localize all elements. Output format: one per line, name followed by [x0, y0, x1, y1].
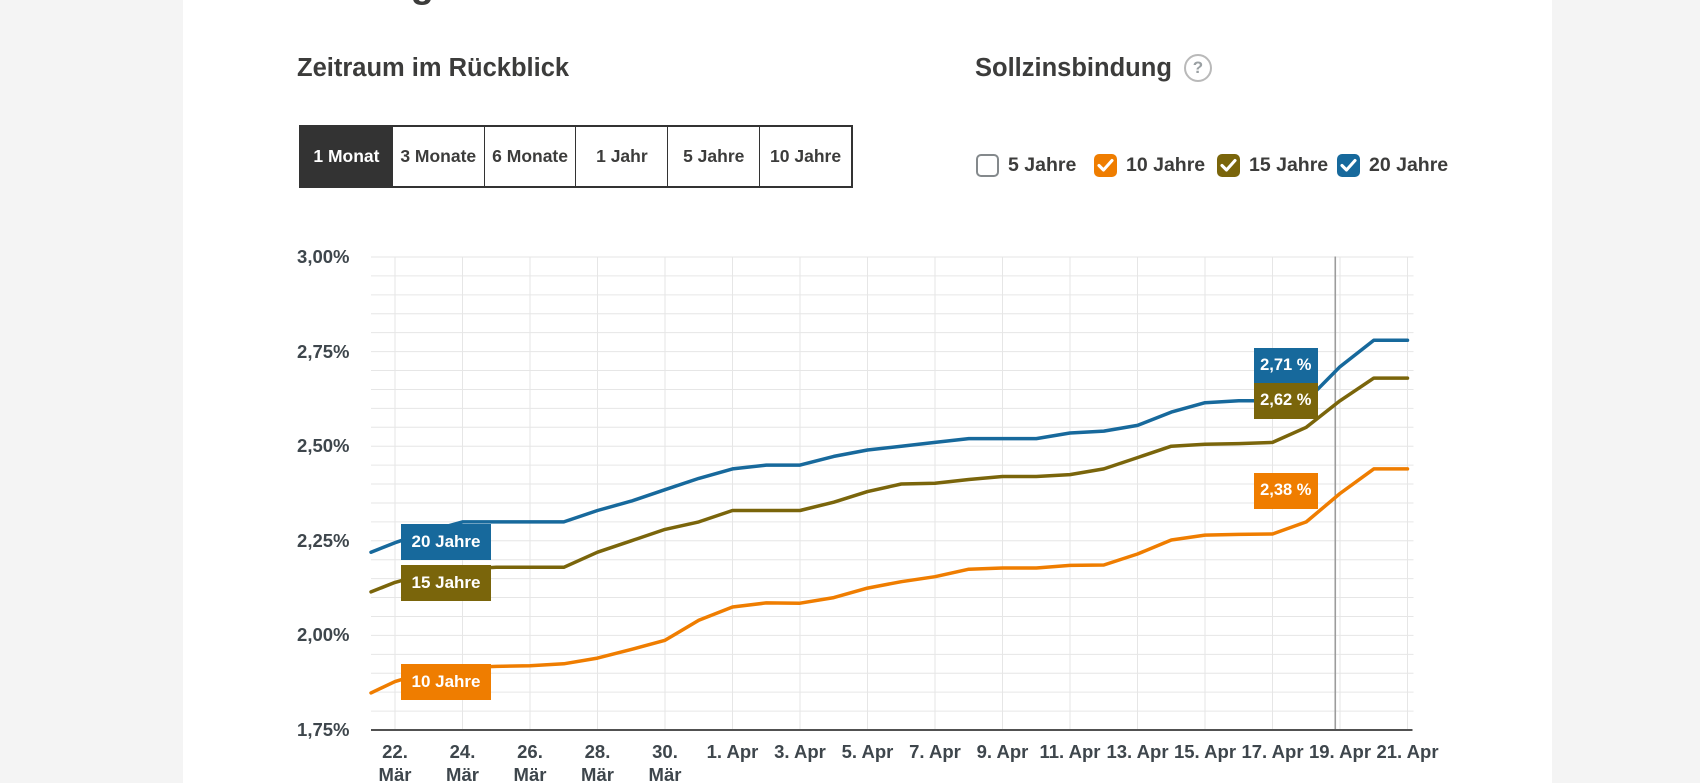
period-section-heading: Zeitraum im Rückblick — [297, 54, 570, 82]
x-axis-tick-line: Mär — [378, 764, 412, 783]
x-axis-tick-label: 17. Apr — [1228, 740, 1318, 763]
x-axis-tick-line: 1. Apr — [706, 741, 759, 762]
checkbox-15-jahre[interactable]: 15 Jahre — [1217, 153, 1328, 177]
value-label-20-jahre: 2,71 % — [1253, 347, 1318, 383]
x-axis-tick-line: 17. Apr — [1241, 741, 1304, 762]
x-axis-tick-line: 28. — [584, 741, 611, 762]
x-axis-tick-line: 11. Apr — [1039, 741, 1101, 762]
x-axis-tick-label: 9. Apr — [958, 740, 1048, 763]
value-label-10-jahre: 2,38 % — [1253, 473, 1318, 509]
y-axis-tick-label: 1,75% — [297, 719, 350, 740]
x-axis-tick-label: 26. Mär — [485, 740, 575, 783]
x-axis-tick-label: 5. Apr — [823, 740, 913, 763]
x-axis-tick-line: 7. Apr — [909, 741, 961, 762]
x-axis-tick-label: 21. Apr — [1363, 740, 1453, 763]
x-axis-tick-label: 7. Apr — [890, 740, 980, 763]
y-axis-tick-label: 2,50% — [297, 435, 350, 457]
x-axis-tick-line: 5. Apr — [841, 741, 894, 762]
x-axis-tick-line: 13. Apr — [1106, 741, 1169, 762]
x-axis-tick-line: 26. — [517, 741, 543, 762]
x-axis-tick-label: 24. Mär — [418, 740, 508, 783]
x-axis-tick-line: 30. — [652, 741, 678, 762]
series-label-15-jahre: 15 Jahre — [401, 565, 491, 601]
y-axis-tick-label: 2,75% — [297, 340, 350, 362]
tab-1-jahr[interactable]: 1 Jahr — [575, 127, 667, 186]
x-axis-tick-line: Mär — [513, 764, 547, 783]
x-axis-tick-label: 22. Mär — [350, 740, 440, 783]
x-axis-tick-line: Mär — [648, 764, 682, 783]
tab-6-monate[interactable]: 6 Monate — [483, 127, 576, 186]
content-panel: Zinsentwicklung Zeitraum im Rückblick So… — [136, 0, 1552, 783]
checkbox-10-jahre[interactable]: 10 Jahre — [1094, 153, 1205, 177]
period-tab-bar: 1 Monat 3 Monate 6 Monate 1 Jahr 5 Jahre 10 J… — [299, 125, 853, 188]
series-line-15-jahre — [369, 376, 1410, 594]
tab-3-monate[interactable]: 3 Monate — [391, 127, 484, 186]
x-axis-tick-label: 28. Mär — [553, 740, 643, 783]
x-axis-tick-label: 1. Apr — [688, 740, 778, 763]
tab-10-jahre[interactable]: 10 Jahre — [759, 127, 851, 186]
checkbox-unchecked-icon[interactable] — [976, 153, 999, 177]
checkbox-label: 20 Jahre — [1369, 153, 1449, 176]
series-label-20-jahre: 20 Jahre — [401, 524, 491, 560]
x-axis-tick-label: 3. Apr — [755, 740, 845, 763]
x-axis-tick-label: 30. Mär — [620, 740, 710, 783]
tab-1-monat[interactable]: 1 Monat — [301, 127, 392, 186]
binding-section-heading: Sollzinsbindung — [975, 54, 1172, 82]
x-axis-tick-line: 19. Apr — [1308, 741, 1372, 762]
checkbox-label: 10 Jahre — [1126, 153, 1206, 176]
checkbox-5-jahre[interactable]: 5 Jahre — [976, 153, 1076, 177]
checkbox-checked-icon[interactable] — [1337, 153, 1360, 177]
x-axis-tick-label: 15. Apr — [1160, 740, 1250, 763]
y-axis-tick-label: 2,00% — [297, 624, 350, 646]
x-axis-tick-line: Mär — [581, 764, 614, 783]
checkbox-checked-icon[interactable] — [1217, 153, 1240, 177]
x-axis-tick-label: 13. Apr — [1093, 740, 1183, 763]
y-axis-tick-label: 2,25% — [297, 529, 350, 551]
x-axis-tick-line: 3. Apr — [774, 741, 826, 762]
x-axis-tick-line: 22. — [382, 741, 408, 762]
series-label-10-jahre: 10 Jahre — [401, 663, 491, 700]
x-axis-tick-line: 15. Apr — [1173, 741, 1237, 762]
checkbox-checked-icon[interactable] — [1094, 153, 1117, 177]
y-axis-tick-label: 3,00% — [297, 246, 350, 267]
x-axis-tick-line: Mär — [446, 764, 479, 783]
tab-5-jahre[interactable]: 5 Jahre — [667, 127, 759, 186]
series-line-10-jahre — [369, 467, 1410, 695]
x-axis-tick-label: 11. Apr — [1025, 740, 1115, 763]
series-line-20-jahre — [369, 338, 1410, 554]
page-title: Zinsentwicklung — [136, 0, 434, 4]
checkbox-label: 5 Jahre — [1008, 153, 1077, 176]
help-icon[interactable]: ? — [1184, 54, 1212, 82]
value-label-15-jahre: 2,62 % — [1253, 383, 1318, 419]
x-axis-tick-line: 24. — [449, 741, 476, 762]
rate-chart — [369, 256, 1414, 731]
x-axis-tick-line: 9. Apr — [976, 741, 1029, 762]
checkbox-20-jahre[interactable]: 20 Jahre — [1337, 153, 1448, 177]
x-axis-tick-label: 19. Apr — [1295, 740, 1385, 763]
x-axis-tick-line: 21. Apr — [1376, 741, 1439, 762]
checkbox-label: 15 Jahre — [1249, 153, 1329, 176]
